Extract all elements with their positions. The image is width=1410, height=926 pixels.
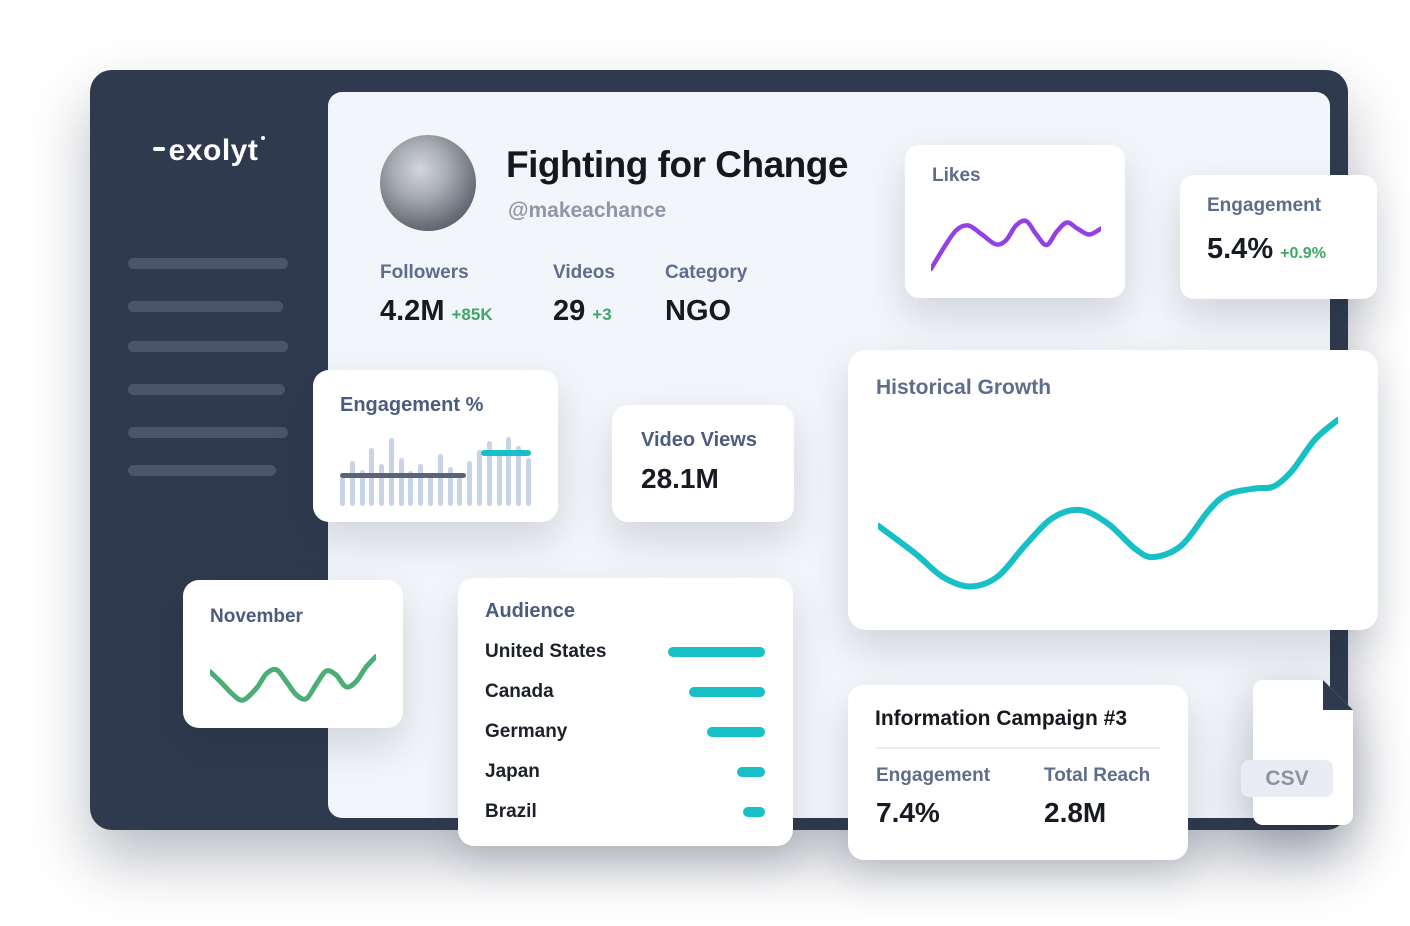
- stat-delta: +85K: [451, 305, 493, 324]
- engagement-percent-card: Engagement %: [313, 370, 558, 522]
- mini-bar: [428, 475, 434, 506]
- card-title: Information Campaign #3: [875, 707, 1128, 730]
- metric-value: 2.8M: [1044, 797, 1107, 828]
- mini-bar: [467, 461, 473, 506]
- stat-label: Category: [665, 262, 748, 283]
- mini-bar: [349, 461, 355, 506]
- divider: [876, 747, 1160, 749]
- audience-country-label: United States: [485, 641, 607, 662]
- sidebar-menu-item[interactable]: [128, 427, 288, 438]
- csv-label: CSV: [1265, 766, 1309, 790]
- mini-bar: [486, 441, 492, 506]
- mini-bar: [476, 449, 482, 506]
- stat-followers: Followers 4.2M +85K: [380, 262, 493, 328]
- likes-sparkline: [931, 203, 1101, 278]
- mini-bar: [398, 458, 404, 506]
- audience-row: Japan: [485, 756, 765, 788]
- csv-label-pill: CSV: [1241, 760, 1333, 797]
- csv-fold-corner-icon: [1323, 680, 1353, 710]
- sidebar-menu-item[interactable]: [128, 258, 288, 269]
- november-sparkline: [210, 642, 376, 708]
- stat-value: 4.2M: [380, 295, 445, 327]
- engagement-delta: +0.9%: [1280, 245, 1326, 262]
- mini-bar: [437, 454, 443, 506]
- historical-growth-chart: [878, 412, 1338, 608]
- mini-bar: [379, 464, 385, 506]
- logo-dot-icon: [261, 136, 266, 140]
- profile-handle: @makeachance: [508, 199, 667, 222]
- stat-category: Category NGO: [665, 262, 747, 328]
- stat-label: Followers: [380, 262, 469, 283]
- avatar: [380, 135, 476, 231]
- logo-text: exolyt: [168, 134, 259, 167]
- sidebar-menu-item[interactable]: [128, 384, 285, 395]
- stat-delta: +3: [592, 305, 612, 324]
- mini-bar: [447, 467, 453, 506]
- sidebar-menu-item[interactable]: [128, 465, 276, 476]
- video-views-value: 28.1M: [641, 463, 719, 494]
- engagement-bars: [340, 434, 531, 506]
- audience-bar: [707, 727, 765, 737]
- audience-bar: [668, 647, 765, 657]
- brand-logo: exolyt: [90, 134, 328, 168]
- audience-card: Audience United States Canada Germany Japan…: [458, 578, 793, 846]
- mini-bar: [496, 454, 502, 506]
- stat-videos: Videos 29 +3: [553, 262, 615, 328]
- card-title: Audience: [485, 600, 576, 622]
- campaign-reach-metric: Total Reach 2.8M: [1044, 765, 1150, 829]
- audience-row: Canada: [485, 676, 765, 708]
- november-card: November: [183, 580, 403, 728]
- highlight-line: [481, 449, 531, 456]
- mini-bar: [516, 445, 522, 506]
- audience-country-label: Brazil: [485, 801, 537, 822]
- audience-country-label: Japan: [485, 761, 540, 782]
- audience-list: United States Canada Germany Japan Brazil: [485, 636, 765, 828]
- audience-country-label: Germany: [485, 721, 568, 742]
- mini-bar: [457, 477, 463, 506]
- metric-value: 7.4%: [876, 797, 940, 828]
- mini-bar: [359, 470, 365, 506]
- mini-bar: [418, 464, 424, 506]
- campaign-engagement-metric: Engagement 7.4%: [876, 765, 990, 829]
- stat-value: 29: [553, 295, 586, 327]
- audience-row: Germany: [485, 716, 765, 748]
- card-title: November: [210, 606, 303, 627]
- mini-bar: [408, 471, 414, 506]
- card-title: Engagement: [1207, 195, 1322, 216]
- logo-dash-icon: [152, 147, 165, 151]
- engagement-bars-chart: [340, 434, 531, 506]
- card-title: Likes: [932, 165, 981, 186]
- card-title: Engagement %: [340, 394, 484, 416]
- audience-country-label: Canada: [485, 681, 554, 702]
- mini-bar: [340, 477, 345, 506]
- audience-row: United States: [485, 636, 765, 668]
- audience-row: Brazil: [485, 796, 765, 828]
- audience-bar: [689, 687, 765, 697]
- video-views-card: Video Views 28.1M: [612, 405, 794, 522]
- engagement-card: Engagement 5.4% +0.9%: [1180, 175, 1377, 299]
- card-title: Video Views: [641, 429, 757, 451]
- audience-bar: [737, 767, 765, 777]
- metric-label: Total Reach: [1044, 765, 1151, 786]
- engagement-value: 5.4%: [1207, 233, 1274, 265]
- audience-bar: [743, 807, 765, 817]
- sidebar-menu-item[interactable]: [128, 301, 283, 312]
- campaign-card: Information Campaign #3 Engagement 7.4% …: [848, 685, 1188, 860]
- mini-bar: [525, 458, 531, 506]
- metric-label: Engagement: [876, 765, 991, 786]
- likes-card: Likes: [905, 145, 1125, 298]
- mini-bar: [388, 437, 394, 506]
- stat-value: NGO: [665, 295, 732, 327]
- card-title: Historical Growth: [876, 376, 1052, 399]
- mini-bar: [506, 436, 512, 506]
- average-line: [340, 472, 467, 478]
- sidebar-menu-item[interactable]: [128, 341, 288, 352]
- page-title: Fighting for Change: [506, 144, 848, 185]
- stat-label: Videos: [553, 262, 615, 283]
- csv-download[interactable]: CSV: [1241, 680, 1353, 825]
- historical-growth-card: Historical Growth: [848, 350, 1378, 630]
